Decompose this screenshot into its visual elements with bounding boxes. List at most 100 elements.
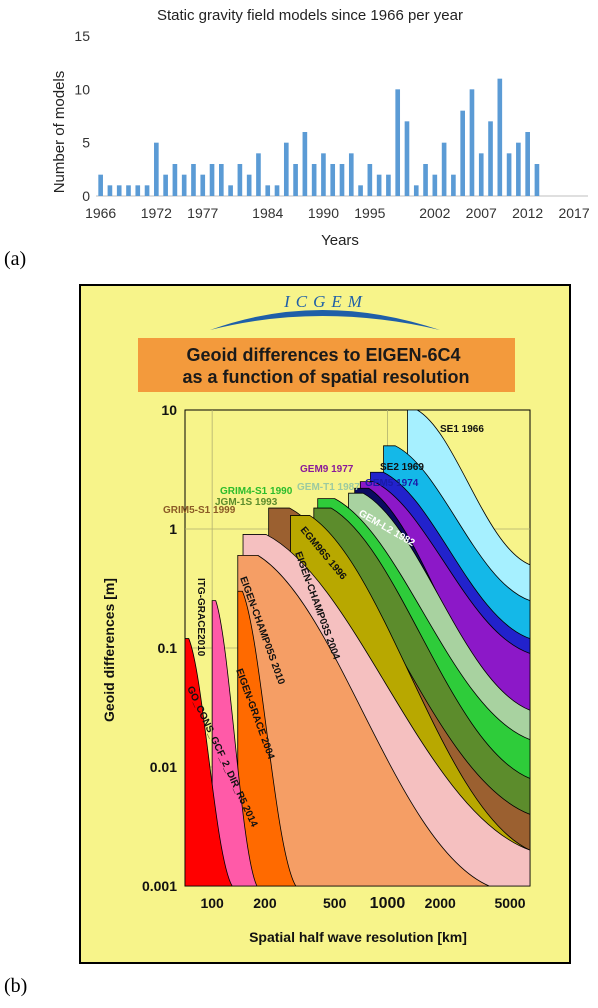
chart-b-title-line1: Geoid differences to EIGEN-6C4 [186,345,460,365]
figure-label-a: (a) [4,248,27,270]
chart-a-bar [237,164,243,196]
series-label: JGM-1S 1993 [215,497,278,508]
chart-a-title: Static gravity field models since 1966 p… [157,7,463,24]
chart-a-bar [330,164,336,196]
chart-a-bar [311,164,317,196]
series-label: GEM5 1974 [365,478,419,489]
chart-b-ytick-label: 0.01 [150,759,177,775]
icgem-logo: ICGEM [283,292,368,311]
chart-a-xtick-label: 1990 [308,205,339,221]
chart-a-bar [441,142,447,196]
chart-a-xtick-label: 1977 [187,205,218,221]
chart-a-bar [172,164,178,196]
series-area [211,600,258,887]
chart-b-ytick-label: 10 [161,402,177,418]
chart-b-ytick-label: 0.1 [158,640,178,656]
chart-a-bar [116,185,122,196]
chart-b-xtick-label: 2000 [425,895,456,911]
chart-a-bar [423,164,428,196]
figure-label-b: (b) [4,975,28,997]
chart-a-bar [506,153,512,196]
series-label: GRIM4-S1 1990 [220,486,293,497]
chart-a-bar [274,185,280,196]
chart-a-bar [191,164,196,196]
chart-b-xtick-label: 100 [200,895,224,911]
chart-a-bar [144,185,150,196]
icgem-arc [210,310,440,330]
chart-a-bar [451,174,456,196]
chart-b-xtick-label: 200 [253,895,277,911]
chart-a-bar [107,185,113,196]
chart-a-bar [246,174,252,196]
chart-b-title: Geoid differences to EIGEN-6C4 as a func… [182,345,469,387]
chart-a-xtick-label: 2007 [466,205,497,221]
chart-a-bar [283,142,289,196]
chart-a-ytick-label: 15 [74,28,90,44]
chart-a-bar [348,153,354,196]
chart-a-bar [469,89,475,196]
chart-a-bar [321,153,326,196]
chart-a-ytick-label: 10 [74,81,90,97]
series-area [237,555,490,887]
series-label: GRIM5-S1 1999 [163,505,236,516]
chart-b-ylabel: Geoid differences [m] [101,578,117,722]
chart-a-bar [302,132,308,196]
chart-a-bar [376,174,382,196]
series-label: ITG-GRACE2010 [195,578,206,657]
series-label: GEM-T1 1987 [297,482,360,493]
chart-b-xtick-label: 1000 [370,895,406,912]
chart-a-bar [256,153,261,196]
chart-a-bar [367,164,373,196]
series-label: SE1 1966 [440,424,484,435]
chart-b-xtick-label: 500 [323,895,347,911]
chart-a-bar [228,185,233,196]
chart-a-xtick-label: 1966 [85,205,116,221]
chart-a-bar [460,110,465,196]
chart-a-bar [404,121,410,196]
chart-b-title-line2: as a function of spatial resolution [182,367,469,387]
chart-a-bar [181,174,187,196]
chart-a-ytick-label: 5 [82,135,90,151]
chart-a-bar [209,164,215,196]
series-area [237,590,297,887]
chart-a-xtick-label: 1995 [354,205,385,221]
chart-b-xtick-label: 5000 [494,895,525,911]
chart-a-bar [200,174,206,196]
chart-a-bar [126,185,131,196]
chart-b-xlabel: Spatial half wave resolution [km] [249,929,467,945]
chart-a-xtick-label: 2012 [512,205,543,221]
chart-a-xtick-label: 1972 [141,205,172,221]
chart-a-xtick-label: 2002 [419,205,450,221]
chart-a-bar [358,185,363,196]
bar-chart-models-per-year: Static gravity field models since 1966 p… [51,7,590,249]
chart-a-ylabel: Number of models [51,71,68,194]
chart-a-bar [219,164,224,196]
chart-b-ytick-label: 0.001 [142,878,177,894]
chart-a-bar [265,185,271,196]
chart-a-ytick-label: 0 [82,188,90,204]
series-label: GEM9 1977 [300,464,354,475]
series-label: SE2 1969 [380,462,424,473]
chart-a-bar [488,121,493,196]
series-area [184,638,233,887]
chart-a-xtick-label: 2017 [558,205,589,221]
chart-a-bar [432,174,438,196]
chart-a-bar [478,153,484,196]
chart-a-xlabel: Years [321,232,359,249]
chart-a-bar [525,132,530,196]
chart-a-bar [534,164,540,196]
chart-a-xtick-label: 1984 [252,205,283,221]
chart-a-bar [497,78,503,196]
chart-a-bar [413,185,419,196]
chart-a-bar [293,164,298,196]
chart-a-bar [339,164,345,196]
chart-a-bar [154,142,159,196]
chart-b-ytick-label: 1 [169,521,177,537]
chart-a-bar [516,142,521,196]
chart-a-bar [395,89,401,196]
title-box [138,338,515,392]
chart-a-bar [163,174,168,196]
chart-a-bar [98,174,103,196]
chart-a-bar [386,174,391,196]
